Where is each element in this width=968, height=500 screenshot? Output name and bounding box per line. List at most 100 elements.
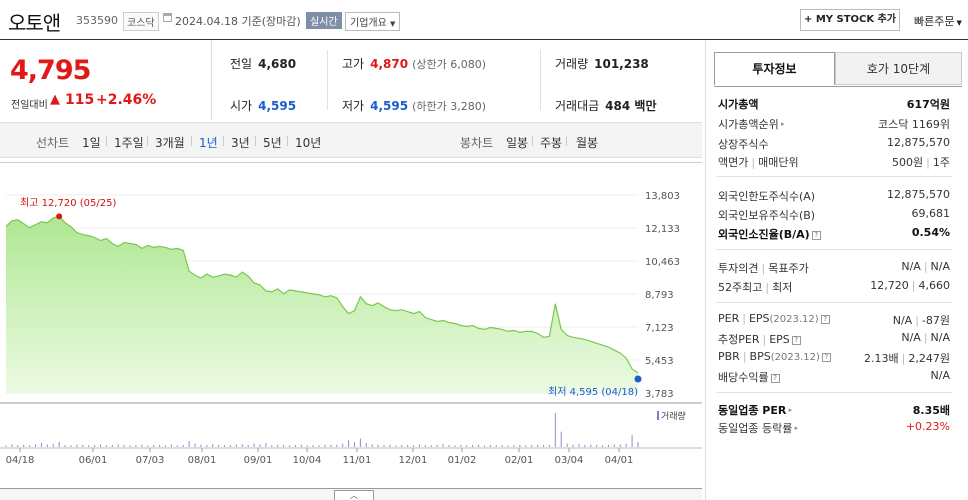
volume-bar [253, 443, 255, 447]
change-percent: +2.46% [96, 92, 157, 108]
y-tick-label: 7,123 [645, 323, 674, 334]
period-3y[interactable]: 3년 [231, 136, 250, 150]
x-tick-label: 07/03 [136, 455, 165, 466]
candle-monthly[interactable]: 월봉 [576, 136, 599, 150]
divider [716, 302, 952, 303]
quick-order-dropdown[interactable]: 빠른주문 ▼ [914, 15, 962, 28]
realtime-button[interactable]: 실시간 [306, 12, 342, 29]
volume-bar [105, 445, 107, 447]
volume-bar [64, 444, 66, 447]
volume-bar [153, 444, 155, 447]
volume-bar [318, 445, 320, 447]
divider [532, 136, 533, 146]
tab-investment-info[interactable]: 투자정보 [714, 52, 835, 85]
candle-chart-label: 봉차트 [460, 136, 494, 150]
x-tick-label: 02/01 [505, 455, 534, 466]
candle-daily[interactable]: 일봉 [506, 136, 529, 150]
volume-bar [566, 443, 568, 447]
volume-bar [448, 444, 450, 447]
volume-bar [11, 444, 13, 447]
arrow-right-icon: ▸ [792, 424, 799, 432]
help-icon[interactable]: ? [821, 353, 831, 362]
volume-bar [418, 444, 420, 447]
row-pbr-bps: PBR | BPS(2023.12)? 2.13배 | 2,247원 [718, 350, 950, 365]
period-10y[interactable]: 10년 [295, 136, 322, 150]
volume-bar [259, 444, 261, 447]
period-3m[interactable]: 3개월 [155, 136, 185, 150]
volume-bar [129, 445, 131, 447]
help-icon[interactable]: ? [811, 231, 821, 240]
volume-bar [395, 445, 397, 447]
row-foreign-limit: 외국인한도주식수(A) 12,875,570 [718, 188, 950, 203]
period-1w[interactable]: 1주일 [114, 136, 144, 150]
help-icon[interactable]: ? [820, 315, 830, 324]
volume-bar [52, 443, 54, 447]
y-tick-label: 12,133 [645, 224, 680, 235]
price-stats: 전일 4,680 고가 4,870 (상한가 6,080) 거래량 101,238 시가… [212, 40, 702, 120]
period-1y[interactable]: 1년 [199, 136, 218, 150]
divider [540, 50, 541, 110]
volume-bar [200, 444, 202, 447]
volume-bar [300, 444, 302, 447]
help-icon[interactable]: ? [791, 336, 801, 345]
tab-orderbook[interactable]: 호가 10단계 [835, 52, 962, 85]
divider [223, 136, 224, 146]
divider [716, 249, 952, 250]
volume-bar [560, 431, 562, 447]
volume-bar [625, 443, 627, 447]
help-icon[interactable]: ? [770, 374, 780, 383]
volume-bar [436, 444, 438, 447]
candle-weekly[interactable]: 주봉 [540, 136, 563, 150]
volume-bar [283, 444, 285, 447]
stat-low: 저가 4,595 (하한가 3,280) [342, 99, 486, 113]
x-tick-label: 12/01 [399, 455, 428, 466]
y-tick-label: 10,463 [645, 257, 680, 268]
market-tag: 코스닥 [123, 12, 159, 31]
stat-prev: 전일 4,680 [230, 57, 297, 71]
period-5y[interactable]: 5년 [263, 136, 282, 150]
company-info-dropdown[interactable]: 기업개요 ▼ [345, 12, 401, 31]
stock-name: 오토앤 [8, 11, 61, 35]
period-selector: 선차트 1일 1주일 3개월 1년 3년 5년 10년 봉차트 일봉 주봉 월봉 [0, 122, 702, 158]
arrow-right-icon: ▸ [786, 406, 793, 414]
volume-bar [23, 444, 25, 447]
volume-bar [513, 444, 515, 447]
arrow-right-icon: ▸ [778, 120, 785, 128]
volume-bar [94, 444, 96, 447]
volume-bar [70, 445, 72, 447]
volume-bar [212, 444, 214, 447]
volume-bar [182, 444, 184, 447]
price-line [5, 215, 639, 374]
volume-bar [76, 444, 78, 447]
side-tabs: 투자정보 호가 10단계 [714, 52, 962, 86]
volume-bar [407, 444, 409, 447]
volume-bar [224, 445, 226, 447]
row-industry-per: 동일업종 PER ▸ 8.35배 [718, 404, 950, 417]
volume-bar [247, 444, 249, 447]
x-tick-label: 08/01 [188, 455, 217, 466]
volume-bar [584, 444, 586, 447]
volume-bar [164, 445, 166, 447]
collapse-chart-button[interactable]: ︿ [334, 490, 374, 500]
volume-bar [271, 444, 273, 447]
x-tick-label: 01/02 [448, 455, 477, 466]
volume-bar [29, 445, 31, 447]
row-52week: 52주최고 | 최저 12,720 | 4,660 [718, 279, 950, 294]
volume-bar [596, 444, 598, 447]
volume-bar [460, 444, 462, 447]
up-arrow-icon: ▲ [50, 92, 60, 107]
volume-bar [383, 444, 385, 447]
current-price-box: 4,795 전일대비 ▲ 115 +2.46% [0, 40, 212, 120]
volume-bar [88, 445, 90, 447]
volume-bar [413, 445, 415, 447]
change-value: 115 [65, 92, 95, 108]
divider [255, 136, 256, 146]
add-mystock-button[interactable]: + MY STOCK 추가 [800, 9, 900, 31]
low-marker [634, 375, 642, 383]
volume-bar [194, 443, 196, 447]
volume-bar [631, 435, 633, 447]
calendar-icon [163, 13, 172, 22]
change-label: 전일대비 [11, 100, 48, 111]
volume-bar [495, 445, 497, 447]
period-1d[interactable]: 1일 [82, 136, 101, 150]
